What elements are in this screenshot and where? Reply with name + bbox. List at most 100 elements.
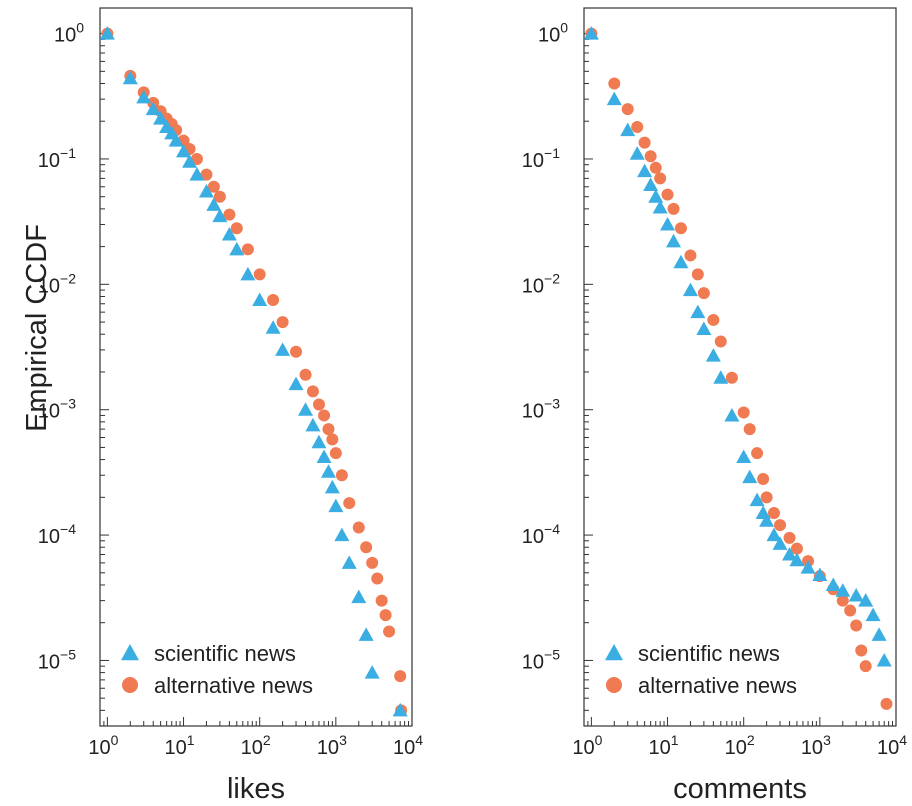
data-point (835, 583, 851, 597)
data-point (766, 527, 782, 542)
comments-panel: 100 101 102 103 104 100 10−1 10−2 10−3 10−4 10−5 co… (522, 7, 907, 805)
data-point (783, 531, 796, 544)
data-point (326, 433, 339, 446)
data-point (836, 594, 849, 607)
data-point (305, 417, 321, 432)
data-point (200, 168, 213, 181)
plot-frame (99, 7, 413, 727)
data-point (880, 697, 893, 710)
data-point (652, 200, 668, 214)
data-point (122, 70, 138, 85)
data-point (760, 491, 773, 504)
data-point (198, 184, 214, 198)
data-point (311, 434, 327, 449)
data-point (190, 152, 203, 165)
data-point (800, 560, 816, 574)
data-point (789, 552, 805, 567)
data-point (335, 469, 348, 482)
legend: scientific news alternative news (605, 641, 797, 698)
data-point (290, 345, 303, 358)
data-point (316, 449, 332, 463)
data-point (360, 541, 373, 554)
data-point (749, 492, 765, 507)
x-tick-label: 100 (88, 732, 118, 759)
figure-y-axis-title: Empirical CCDF (21, 224, 53, 432)
data-point (790, 542, 803, 555)
data-point (267, 293, 280, 306)
data-point (736, 449, 752, 463)
data-point (364, 665, 380, 679)
y-tick-label: 10−5 (38, 646, 76, 673)
data-point (99, 26, 115, 40)
data-point (394, 670, 407, 683)
data-point (825, 577, 841, 591)
data-point (743, 423, 756, 436)
data-point (312, 398, 325, 411)
data-point (288, 376, 304, 391)
data-point (212, 208, 228, 223)
x-axis-title: comments (673, 773, 807, 805)
data-point (275, 342, 291, 356)
y-tick-label: 100 (538, 20, 568, 47)
data-point (371, 572, 384, 585)
y-tick-label: 100 (54, 20, 84, 47)
data-point (705, 348, 721, 362)
data-point (379, 609, 392, 622)
data-point (621, 103, 634, 116)
x-axis-title: likes (227, 773, 285, 805)
y-tick-label: 10−1 (38, 145, 76, 172)
legend-marker (121, 644, 139, 661)
data-point (240, 266, 256, 281)
data-point (638, 136, 651, 149)
data-point (637, 163, 653, 178)
data-point (265, 320, 281, 334)
data-point (343, 497, 356, 510)
legend: scientific news alternative news (121, 641, 313, 698)
data-point (631, 120, 644, 133)
data-point (674, 222, 687, 235)
legend-marker (606, 677, 622, 693)
x-tick-label: 103 (801, 732, 831, 759)
data-point (697, 287, 710, 300)
data-point (737, 406, 750, 419)
likes-panel: 100 101 102 103 104 100 10−1 10−2 10−3 10−4 10−5 li… (38, 7, 423, 805)
data-point (629, 146, 645, 160)
x-tick-label: 104 (393, 732, 423, 759)
y-tick-label: 10−1 (522, 145, 560, 172)
data-point (298, 402, 314, 416)
data-point (844, 604, 857, 617)
data-point (682, 282, 698, 297)
data-point (643, 177, 659, 191)
data-point (383, 625, 396, 638)
y-tick-label: 10−3 (522, 396, 560, 423)
data-point (644, 150, 657, 163)
data-point (358, 627, 374, 641)
data-point (865, 607, 881, 622)
data-point (176, 143, 192, 158)
data-point (724, 407, 740, 422)
data-point (608, 77, 621, 90)
data-point (649, 161, 662, 174)
data-point (714, 335, 727, 348)
data-point (351, 589, 367, 604)
data-point (858, 593, 874, 607)
data-point (757, 473, 770, 486)
data-point (606, 91, 622, 106)
legend-label: alternative news (154, 673, 313, 698)
data-point (725, 371, 738, 384)
data-point (229, 241, 245, 256)
data-point (328, 498, 344, 513)
y-tick-label: 10−5 (522, 646, 560, 673)
data-point (673, 254, 689, 269)
data-point (713, 370, 729, 384)
data-point (230, 222, 243, 235)
data-point (252, 292, 268, 306)
y-tick-label: 10−4 (38, 521, 76, 548)
data-point (322, 423, 335, 436)
data-point (691, 268, 704, 281)
data-point (684, 249, 697, 262)
scientific-series (583, 26, 892, 667)
x-tick-label: 100 (572, 732, 602, 759)
data-point (667, 202, 680, 215)
